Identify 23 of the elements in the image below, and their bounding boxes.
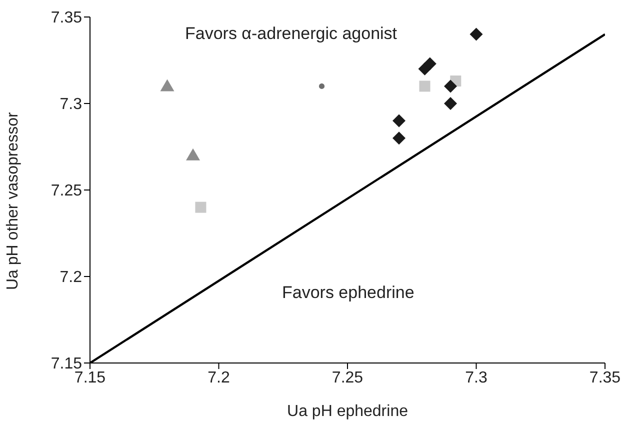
y-axis-title: Ua pH other vasopressor xyxy=(4,111,22,290)
point xyxy=(318,83,325,89)
point xyxy=(419,80,430,92)
point xyxy=(195,202,206,213)
x-tick-label: 7.25 xyxy=(332,369,364,386)
x-tick-label: 7.2 xyxy=(208,369,230,386)
point xyxy=(444,80,457,93)
point xyxy=(444,97,457,110)
point xyxy=(423,57,436,70)
y-tick-label: 7.3 xyxy=(60,96,82,114)
x-axis-title: Ua pH ephedrine xyxy=(287,403,408,420)
point xyxy=(392,114,406,128)
y-tick-label: 7.2 xyxy=(60,269,82,286)
point xyxy=(160,79,174,92)
point xyxy=(392,132,406,145)
x-tick-label: 7.35 xyxy=(589,369,621,386)
point xyxy=(186,148,200,160)
x-tick-label: 7.3 xyxy=(465,369,488,386)
y-tick-label: 7.25 xyxy=(50,182,82,200)
point xyxy=(470,28,483,41)
annotation: Favors ephedrine xyxy=(282,283,414,303)
y-tick-label: 7.35 xyxy=(50,10,82,27)
annotation: Favors α-adrenergic agonist xyxy=(185,24,398,44)
